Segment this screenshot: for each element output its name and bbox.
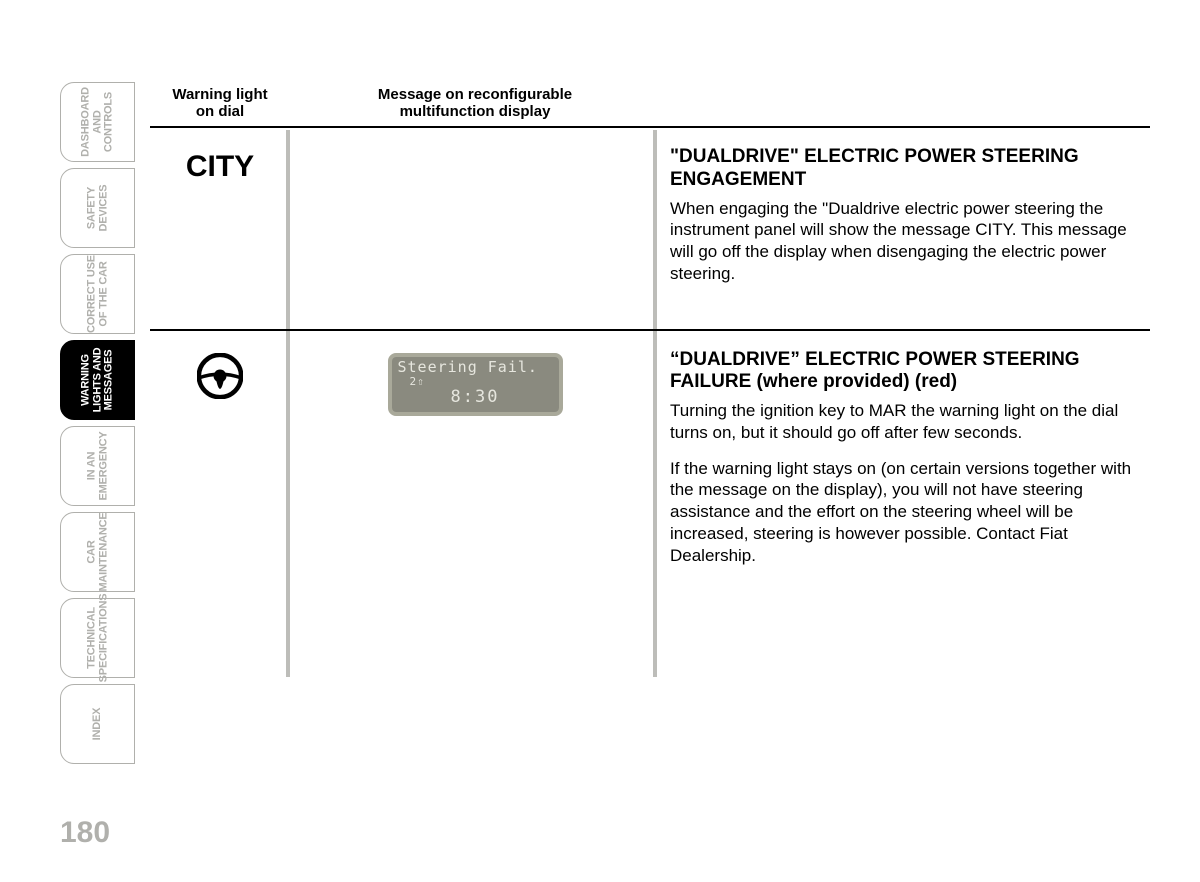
tab-label: CORRECT USE OF THE CAR [86,255,109,333]
tab-warning-lights[interactable]: WARNING LIGHTS AND MESSAGES [60,340,135,420]
tab-correct-use[interactable]: CORRECT USE OF THE CAR [60,254,135,334]
tab-safety-devices[interactable]: SAFETY DEVICES [60,168,135,248]
section-body: If the warning light stays on (on certai… [670,458,1150,567]
lcd-line: Steering Fail. [398,359,553,376]
tab-dashboard-controls[interactable]: DASHBOARD AND CONTROLS [60,82,135,162]
tab-label: INDEX [92,708,104,741]
table-row: Steering Fail. 2⇧ 8:30 “DUALDRIVE” ELECT… [150,331,1150,611]
tab-label: WARNING LIGHTS AND MESSAGES [80,348,115,413]
page-number: 180 [60,816,110,850]
header-line: Message on reconfigurable [290,86,660,103]
description-cell: "DUALDRIVE" ELECTRIC POWER STEERING ENGA… [660,146,1150,299]
warning-light-cell: CITY [150,146,290,299]
table-row: CITY "DUALDRIVE" ELECTRIC POWER STEERING… [150,128,1150,329]
tab-technical-specs[interactable]: TECHNICAL SPECIFICATIONS [60,598,135,678]
header-warning-light: Warning light on dial [150,86,290,120]
display-message-cell [290,146,660,299]
section-heading: “DUALDRIVE” ELECTRIC POWER STEERING FAIL… [670,349,1150,395]
content-area: Warning light on dial Message on reconfi… [150,86,1150,610]
city-indicator: CITY [150,150,290,184]
header-line: multifunction display [290,103,660,120]
tab-emergency[interactable]: IN AN EMERGENCY [60,426,135,506]
tab-label: CAR MAINTENANCE [86,512,109,591]
lcd-line: 8:30 [398,388,553,408]
tab-label: SAFETY DEVICES [86,185,109,232]
tab-label: TECHNICAL SPECIFICATIONS [86,594,109,683]
header-line: on dial [150,103,290,120]
section-tabs: DASHBOARD AND CONTROLS SAFETY DEVICES CO… [60,82,135,770]
multifunction-display: Steering Fail. 2⇧ 8:30 [388,353,563,416]
tab-label: DASHBOARD AND CONTROLS [80,87,115,157]
description-cell: “DUALDRIVE” ELECTRIC POWER STEERING FAIL… [660,349,1150,581]
header-message-display: Message on reconfigurable multifunction … [290,86,660,120]
warning-light-cell [150,349,290,581]
column-headers: Warning light on dial Message on reconfi… [150,86,1150,126]
tab-label: IN AN EMERGENCY [86,431,109,500]
tab-index[interactable]: INDEX [60,684,135,764]
section-body: When engaging the "Dualdrive electric po… [670,198,1150,285]
tab-car-maintenance[interactable]: CAR MAINTENANCE [60,512,135,592]
header-line: Warning light [150,86,290,103]
section-heading: "DUALDRIVE" ELECTRIC POWER STEERING ENGA… [670,146,1150,192]
section-body: Turning the ignition key to MAR the warn… [670,400,1150,444]
steering-wheel-icon [197,353,243,399]
display-message-cell: Steering Fail. 2⇧ 8:30 [290,349,660,581]
